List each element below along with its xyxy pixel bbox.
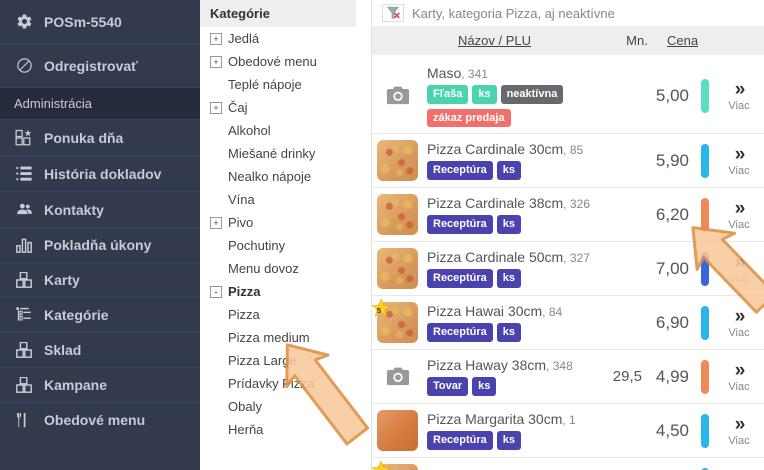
svg-text:5: 5 — [377, 306, 381, 315]
